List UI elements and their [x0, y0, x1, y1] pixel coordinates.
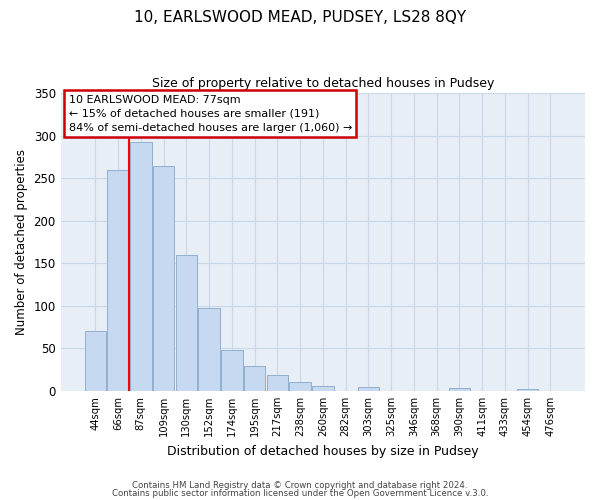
Bar: [289, 382, 311, 391]
Title: Size of property relative to detached houses in Pudsey: Size of property relative to detached ho…: [152, 78, 494, 90]
Bar: [244, 366, 265, 391]
Bar: [312, 386, 334, 391]
Bar: [176, 255, 197, 391]
X-axis label: Distribution of detached houses by size in Pudsey: Distribution of detached houses by size …: [167, 444, 479, 458]
Bar: [266, 375, 288, 391]
Text: 10 EARLSWOOD MEAD: 77sqm
← 15% of detached houses are smaller (191)
84% of semi-: 10 EARLSWOOD MEAD: 77sqm ← 15% of detach…: [68, 94, 352, 132]
Bar: [153, 166, 175, 391]
Bar: [517, 389, 538, 391]
Text: 10, EARLSWOOD MEAD, PUDSEY, LS28 8QY: 10, EARLSWOOD MEAD, PUDSEY, LS28 8QY: [134, 10, 466, 25]
Bar: [107, 170, 129, 391]
Text: Contains public sector information licensed under the Open Government Licence v.: Contains public sector information licen…: [112, 488, 488, 498]
Bar: [449, 388, 470, 391]
Bar: [358, 386, 379, 391]
Y-axis label: Number of detached properties: Number of detached properties: [15, 149, 28, 335]
Bar: [221, 350, 242, 391]
Text: Contains HM Land Registry data © Crown copyright and database right 2024.: Contains HM Land Registry data © Crown c…: [132, 481, 468, 490]
Bar: [85, 332, 106, 391]
Bar: [130, 142, 152, 391]
Bar: [198, 308, 220, 391]
